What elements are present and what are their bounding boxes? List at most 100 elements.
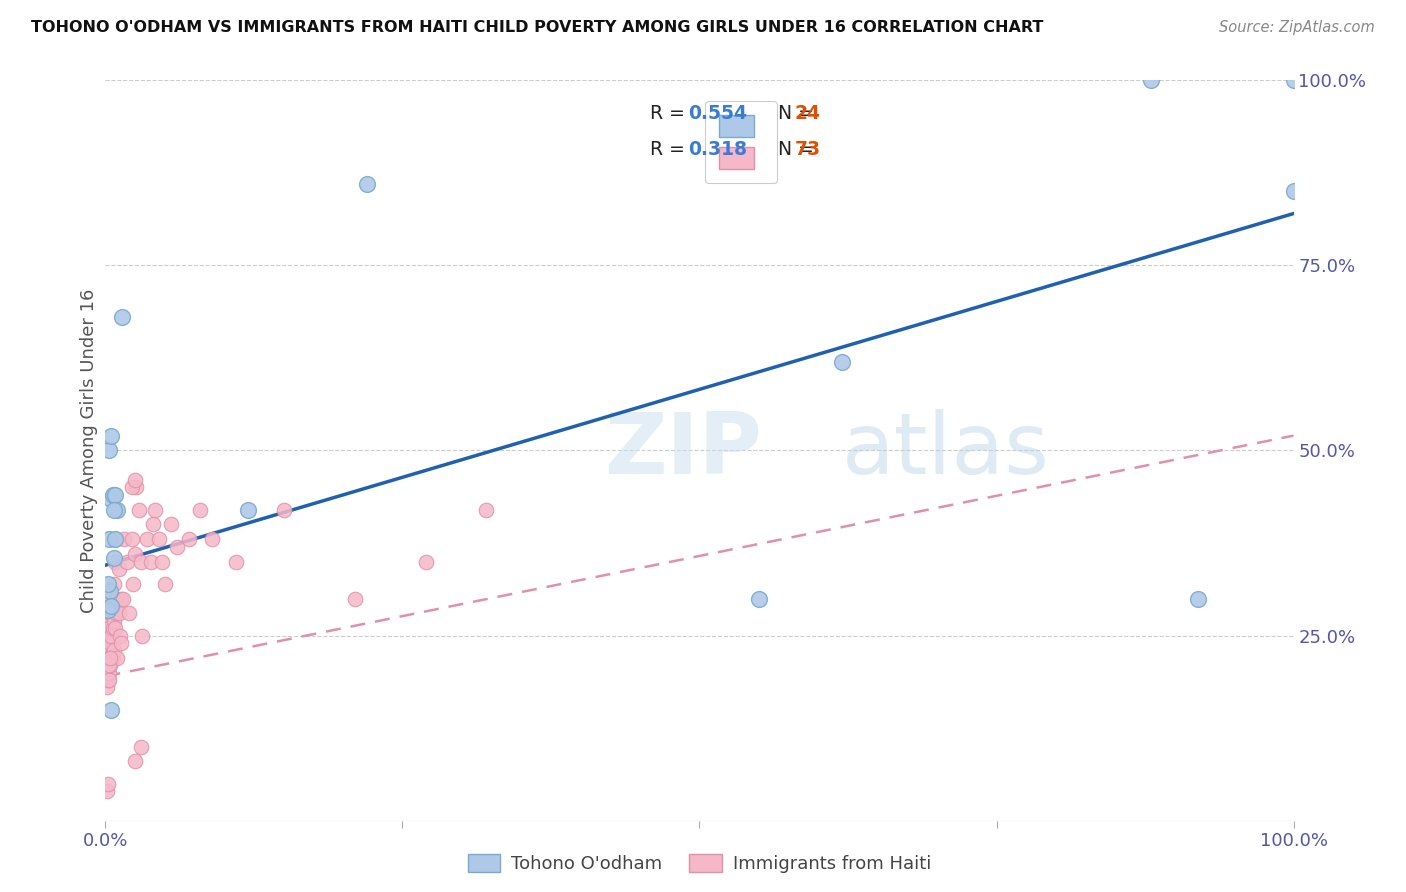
- Point: [356, 177, 378, 191]
- Text: R =: R =: [650, 140, 690, 159]
- Point: [129, 739, 152, 754]
- Point: [1282, 184, 1305, 198]
- Point: [98, 650, 121, 665]
- Point: [103, 643, 125, 657]
- Point: [136, 533, 159, 547]
- Point: [96, 681, 118, 695]
- Point: [114, 533, 136, 547]
- Point: [97, 614, 120, 628]
- Point: [97, 776, 120, 791]
- Point: [143, 502, 166, 516]
- Point: [97, 673, 120, 687]
- Text: Source: ZipAtlas.com: Source: ZipAtlas.com: [1219, 20, 1375, 35]
- Point: [112, 591, 135, 606]
- Point: [129, 555, 152, 569]
- Point: [104, 533, 127, 547]
- Point: [103, 576, 125, 591]
- Point: [101, 621, 124, 635]
- Point: [152, 555, 174, 569]
- Text: R =: R =: [650, 104, 690, 123]
- Point: [107, 562, 129, 576]
- Point: [105, 591, 128, 606]
- Point: [105, 607, 128, 621]
- Point: [96, 784, 118, 798]
- Point: [96, 665, 118, 680]
- Point: [139, 555, 162, 569]
- Point: [103, 614, 125, 628]
- Point: [236, 502, 259, 516]
- Point: [98, 599, 121, 613]
- Point: [100, 628, 122, 642]
- Point: [103, 550, 125, 565]
- Point: [100, 703, 122, 717]
- Text: 24: 24: [794, 104, 821, 123]
- Point: [100, 650, 122, 665]
- Point: [98, 643, 121, 657]
- Point: [98, 665, 121, 680]
- Point: [98, 584, 121, 599]
- Point: [125, 480, 148, 494]
- Point: [103, 502, 125, 516]
- Text: 0.554: 0.554: [688, 104, 747, 123]
- Point: [97, 650, 120, 665]
- Point: [104, 555, 127, 569]
- Point: [343, 591, 366, 606]
- Point: [118, 607, 141, 621]
- Point: [1140, 73, 1163, 87]
- Point: [108, 628, 131, 642]
- Text: ZIP: ZIP: [605, 409, 762, 492]
- Point: [1187, 591, 1209, 606]
- Point: [131, 628, 153, 642]
- Legend: Tohono O'odham, Immigrants from Haiti: Tohono O'odham, Immigrants from Haiti: [458, 845, 941, 882]
- Point: [100, 491, 122, 506]
- Text: 73: 73: [794, 140, 821, 159]
- Text: 0.318: 0.318: [688, 140, 747, 159]
- Point: [190, 502, 212, 516]
- Point: [148, 533, 170, 547]
- Point: [124, 473, 146, 487]
- Point: [97, 628, 120, 642]
- Point: [100, 591, 122, 606]
- Point: [101, 650, 124, 665]
- Point: [474, 502, 496, 516]
- Point: [107, 607, 129, 621]
- Point: [1282, 73, 1305, 87]
- Point: [111, 310, 134, 325]
- Point: [177, 533, 200, 547]
- Point: [110, 591, 132, 606]
- Point: [225, 555, 247, 569]
- Point: [98, 443, 121, 458]
- Point: [98, 636, 121, 650]
- Point: [97, 602, 120, 616]
- Point: [105, 650, 128, 665]
- Point: [100, 428, 122, 442]
- Text: atlas: atlas: [842, 409, 1050, 492]
- Point: [104, 591, 127, 606]
- Point: [124, 755, 146, 769]
- Text: N =: N =: [766, 140, 820, 159]
- Point: [121, 533, 143, 547]
- Point: [124, 547, 146, 561]
- Point: [98, 673, 121, 687]
- Point: [748, 591, 770, 606]
- Point: [104, 621, 127, 635]
- Point: [142, 517, 165, 532]
- Point: [153, 576, 176, 591]
- Point: [115, 555, 138, 569]
- Point: [128, 502, 150, 516]
- Point: [201, 533, 224, 547]
- Point: [105, 533, 128, 547]
- Point: [101, 488, 124, 502]
- Point: [104, 488, 127, 502]
- Point: [166, 540, 188, 554]
- Point: [98, 650, 121, 665]
- Point: [98, 658, 121, 673]
- Point: [831, 354, 853, 368]
- Point: [101, 607, 124, 621]
- Point: [273, 502, 295, 516]
- Point: [159, 517, 181, 532]
- Text: N =: N =: [766, 104, 820, 123]
- Point: [98, 607, 121, 621]
- Point: [415, 555, 437, 569]
- Y-axis label: Child Poverty Among Girls Under 16: Child Poverty Among Girls Under 16: [80, 288, 98, 613]
